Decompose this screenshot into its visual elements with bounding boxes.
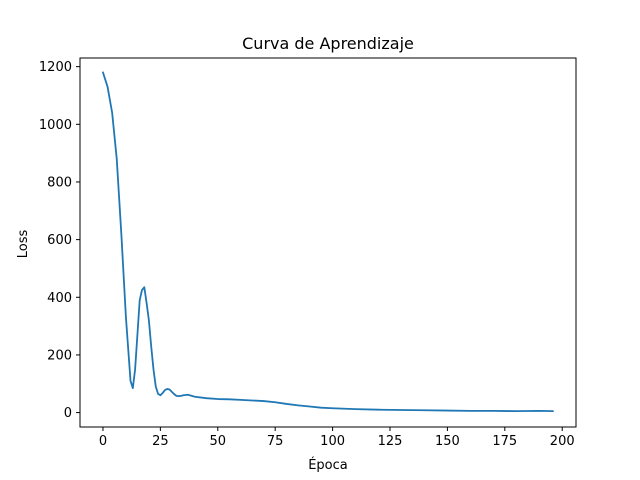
plot-area: 0 25 50 75 100 125 150 175 200 0 200 400 600 800 1000 1… — [39, 57, 577, 449]
y-tick-label: 0 — [64, 406, 72, 421]
x-tick-label: 150 — [435, 434, 460, 449]
x-tick-label: 0 — [99, 434, 107, 449]
y-tick-label: 400 — [47, 291, 72, 306]
plot-frame — [79, 57, 577, 428]
x-tick-label: 50 — [210, 434, 227, 449]
y-tick-label: 600 — [47, 233, 72, 248]
x-tick-label: 125 — [378, 434, 403, 449]
x-tick-label: 100 — [320, 434, 345, 449]
y-axis-label: Loss — [16, 230, 31, 259]
x-tick-label: 200 — [550, 434, 575, 449]
x-axis-label: Época — [308, 457, 348, 473]
chart-title: Curva de Aprendizaje — [242, 34, 414, 53]
y-tick-label: 200 — [47, 348, 72, 363]
x-tick-label: 25 — [152, 434, 169, 449]
y-tick-label: 1200 — [39, 60, 72, 75]
y-tick-label: 800 — [47, 175, 72, 190]
series-line-0 — [102, 71, 554, 413]
x-tick-label: 175 — [492, 434, 517, 449]
x-tick-label: 75 — [267, 434, 284, 449]
y-tick-label: 1000 — [39, 118, 72, 133]
